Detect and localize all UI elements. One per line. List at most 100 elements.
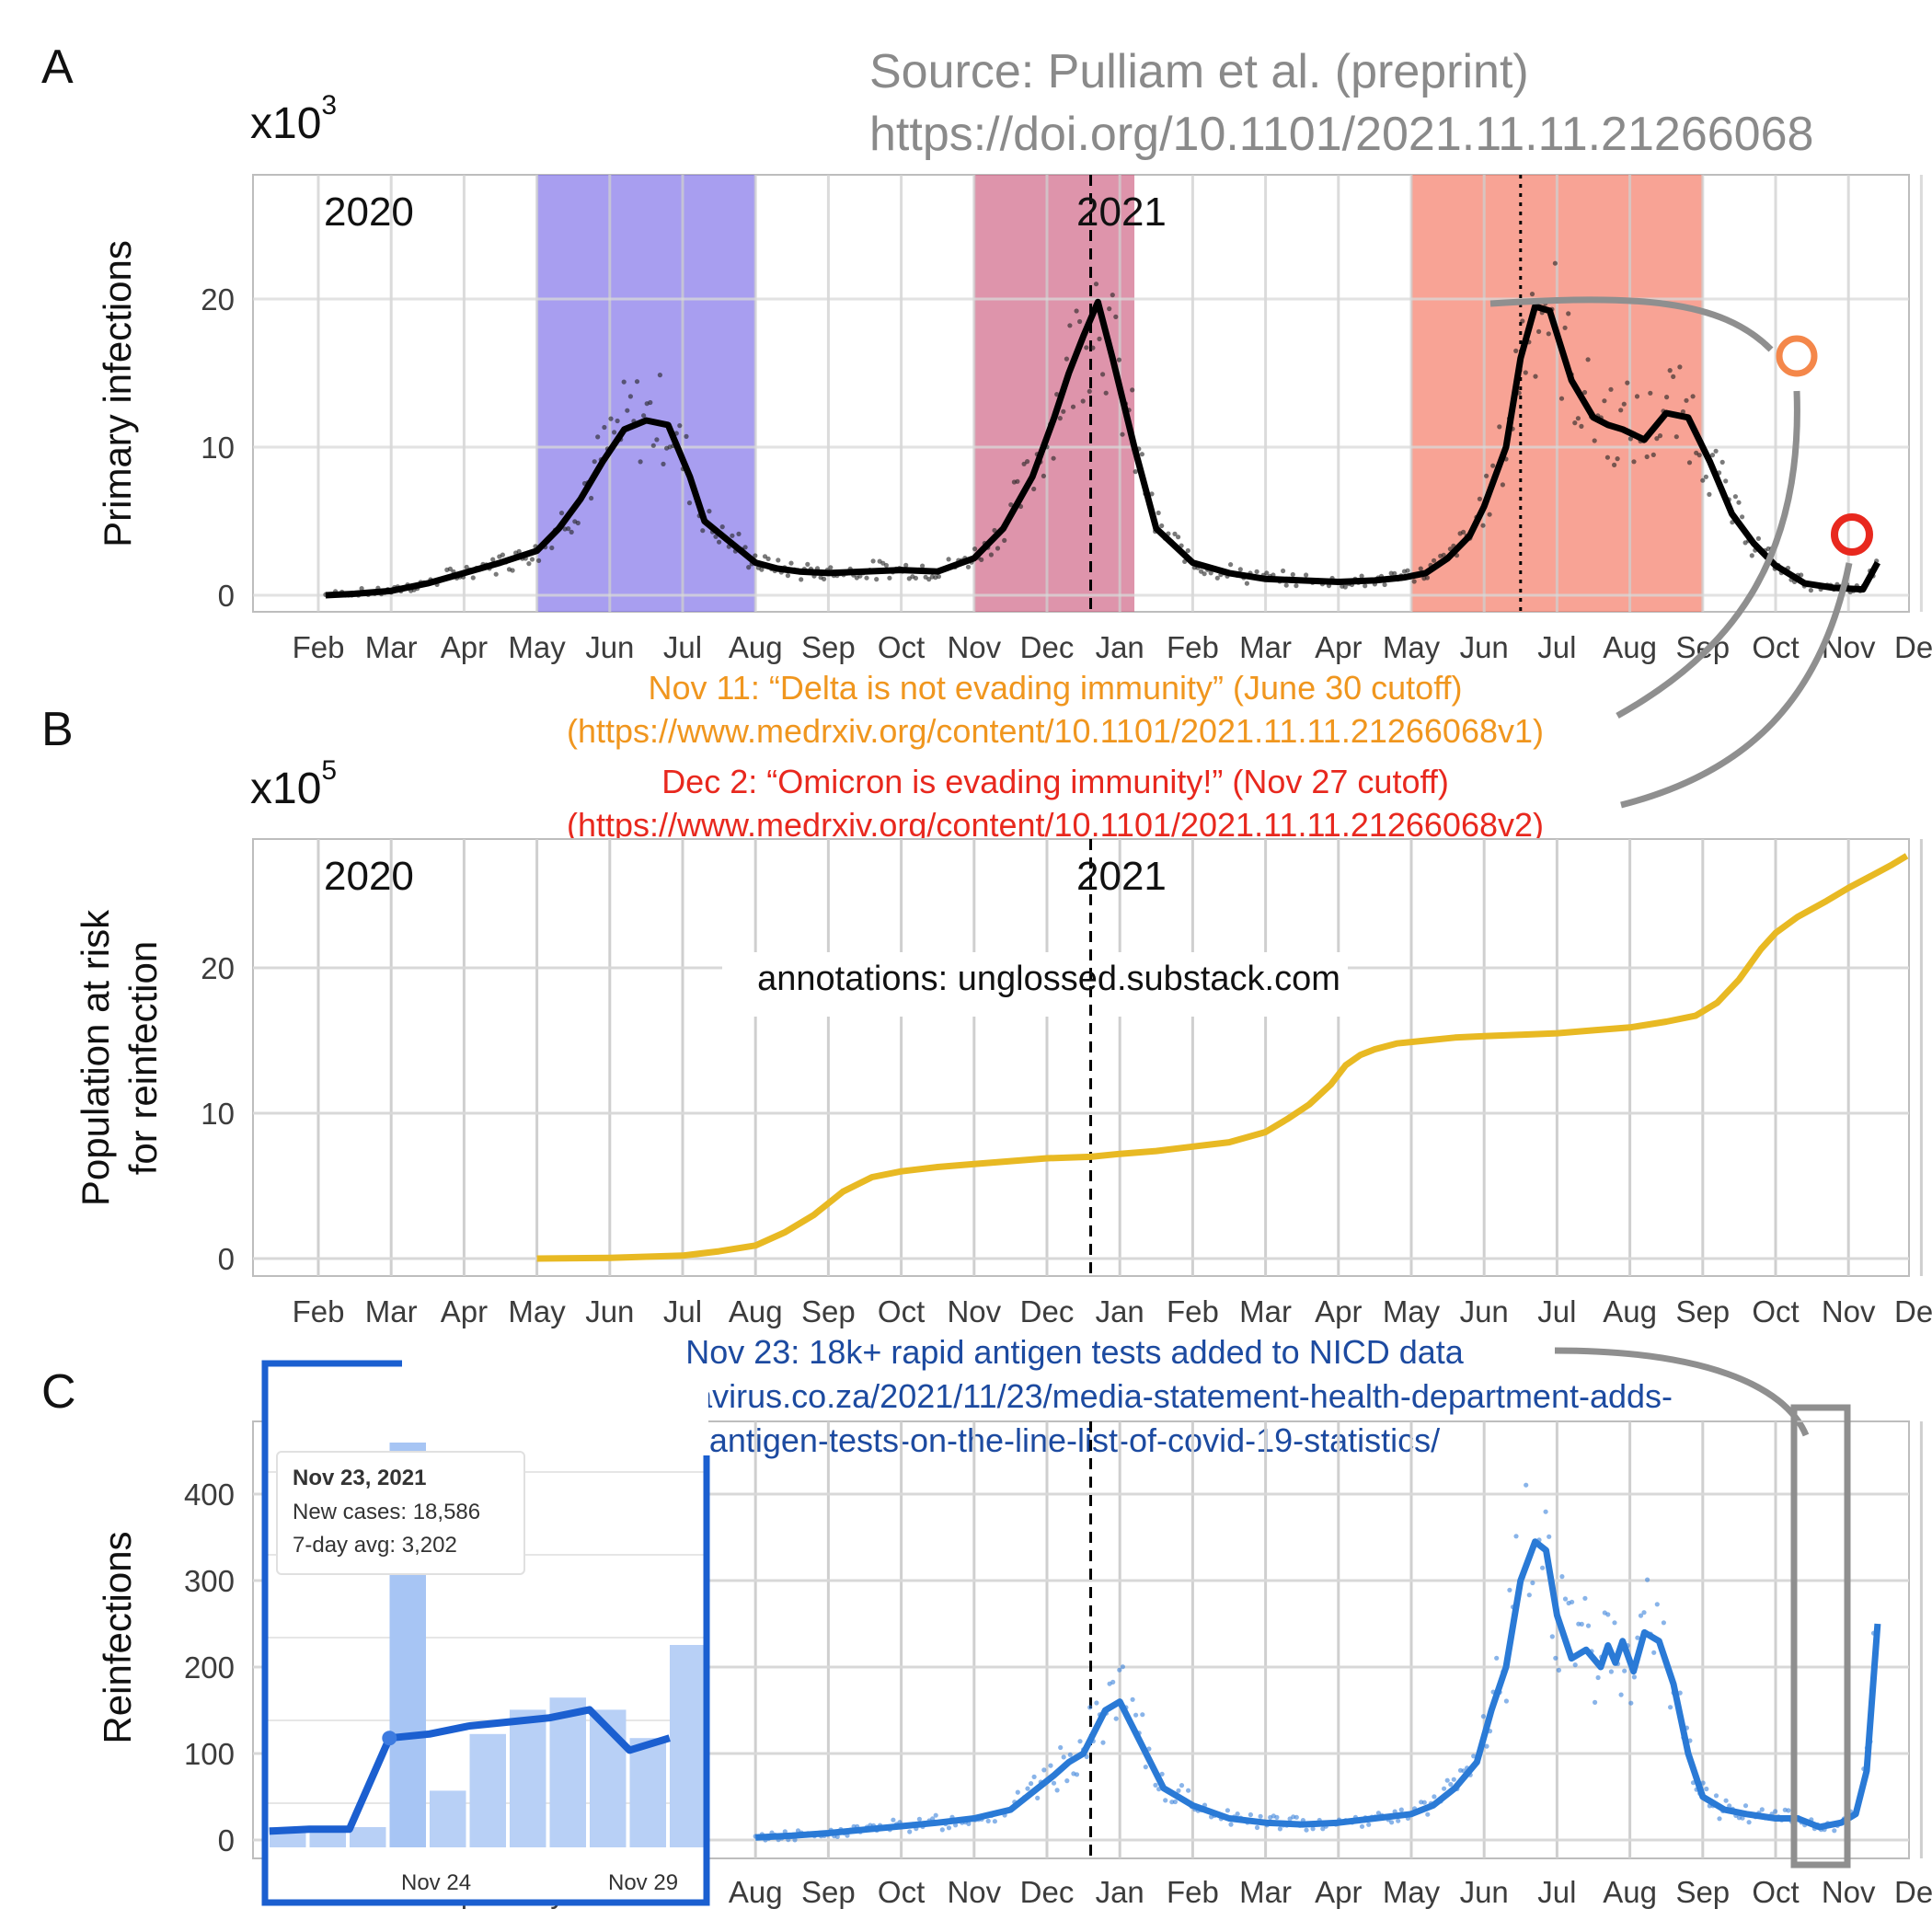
daily-point [1723,478,1729,484]
daily-point [874,577,880,582]
daily-point [1608,1669,1614,1674]
x-tick-sep-7: Sep [801,1875,856,1909]
antigen-note-line-3: antigen-tests-on-the-line-list-of-covid-… [709,1421,1440,1459]
x-tick-jun-4: Jun [585,1294,634,1328]
inset-7-day-avg-line [269,1706,671,1835]
inset-tooltip: Nov 23, 2021 New cases: 18,586 7-day avg… [276,1451,525,1575]
daily-point [1064,1778,1070,1784]
daily-point [1553,1655,1558,1661]
x-tick-mar-1: Mar [365,1294,418,1328]
x-tick-aug-6: Aug [729,1294,783,1328]
daily-point [1605,1612,1611,1617]
panel-b-x-ticks: Feb Mar Apr May Jun Jul Aug Sep Oct Nov Dec Jan Feb M… [293,1294,1932,1328]
x-tick-jul-17: Jul [1537,1875,1576,1909]
daily-point [569,529,574,535]
daily-point [1274,1814,1280,1820]
x-tick-apr-14: Apr [1315,1294,1362,1328]
daily-point [641,413,647,419]
x-tick-jun-4: Jun [585,630,634,664]
y-tick-20: 20 [201,951,235,985]
x-tick-oct-8: Oct [878,1294,925,1328]
inset-tooltip-cases: New cases: 18,586 [293,1500,480,1524]
panel-a-x-ticks: Feb Mar Apr May Jun Jul Aug Sep Oct Nov Dec Jan Feb M… [293,630,1932,664]
daily-point [1103,390,1109,396]
y-tick-10: 10 [201,1097,235,1131]
x-tick-oct-8: Oct [878,630,925,664]
daily-point [776,558,781,563]
daily-point [1277,1826,1282,1832]
x-tick-jul-5: Jul [663,1294,702,1328]
daily-point [1746,1820,1752,1825]
annotations-credit: annotations: unglossed.substack.com [757,960,1340,998]
daily-point [946,557,951,562]
daily-point [1254,569,1259,575]
daily-point [946,1825,952,1831]
daily-point [1524,1482,1529,1488]
daily-point [1713,1793,1719,1799]
daily-point [707,509,712,514]
daily-point [1651,1650,1657,1655]
daily-point [1048,1763,1053,1768]
daily-point [1667,368,1673,374]
daily-point [470,575,476,581]
panel-a-gridlines [253,175,1923,612]
daily-point [864,575,869,581]
daily-point [1228,562,1234,568]
x-tick-aug-18: Aug [1603,630,1657,664]
inset-bar-2 [350,1827,386,1847]
daily-point [526,561,532,567]
daily-point [1176,535,1181,540]
x-tick-jan-11: Jan [1096,1294,1144,1328]
daily-point [1497,424,1502,430]
daily-point [1235,1811,1240,1817]
daily-point [1549,1634,1555,1639]
daily-point [1723,1798,1729,1803]
daily-point [1513,348,1519,353]
panel-a-primary-infections-line [325,298,1880,599]
daily-point [1064,356,1069,362]
daily-point [1090,345,1096,351]
daily-point [1424,575,1430,581]
x-tick-dec-10: Dec [1020,1294,1075,1328]
daily-point [1264,570,1270,576]
daily-point [1700,1780,1706,1786]
daily-point [1645,1577,1650,1582]
daily-point [1690,394,1696,399]
daily-point [490,557,496,562]
daily-point [1087,1705,1093,1710]
daily-point [1648,390,1653,396]
daily-point [1172,531,1178,537]
daily-point [634,379,640,385]
daily-point [1612,1620,1617,1626]
y-tick-20: 20 [201,282,235,316]
panel-b-year-2020: 2020 [324,854,414,899]
daily-point [1067,323,1073,328]
daily-point [1342,584,1348,590]
daily-point [753,553,758,558]
daily-point [529,557,535,562]
panel-a-year-2021: 2021 [1076,190,1167,235]
daily-point [1668,1705,1673,1710]
daily-point [1703,474,1708,479]
panel-c-frame [252,1420,1910,1859]
daily-point [765,556,771,562]
x-tick-apr-14: Apr [1315,630,1362,664]
x-tick-apr-2: Apr [441,630,488,664]
panel-c-daily-points [753,1482,1880,1843]
daily-point [447,566,453,572]
daily-point [1602,398,1607,404]
panel-a-y-ticks: 0 10 20 [201,282,235,613]
daily-point [1093,282,1099,287]
daily-point [1258,1813,1263,1819]
daily-point [1117,1667,1122,1673]
daily-point [1631,1674,1637,1680]
daily-point [1696,453,1702,458]
daily-point [1281,568,1286,574]
daily-point [1025,1786,1030,1791]
x-tick-feb-12: Feb [1167,630,1219,664]
daily-point [1100,1740,1106,1745]
daily-point [1185,547,1190,554]
x-tick-sep-19: Sep [1675,1875,1730,1909]
daily-point [1228,1822,1234,1827]
